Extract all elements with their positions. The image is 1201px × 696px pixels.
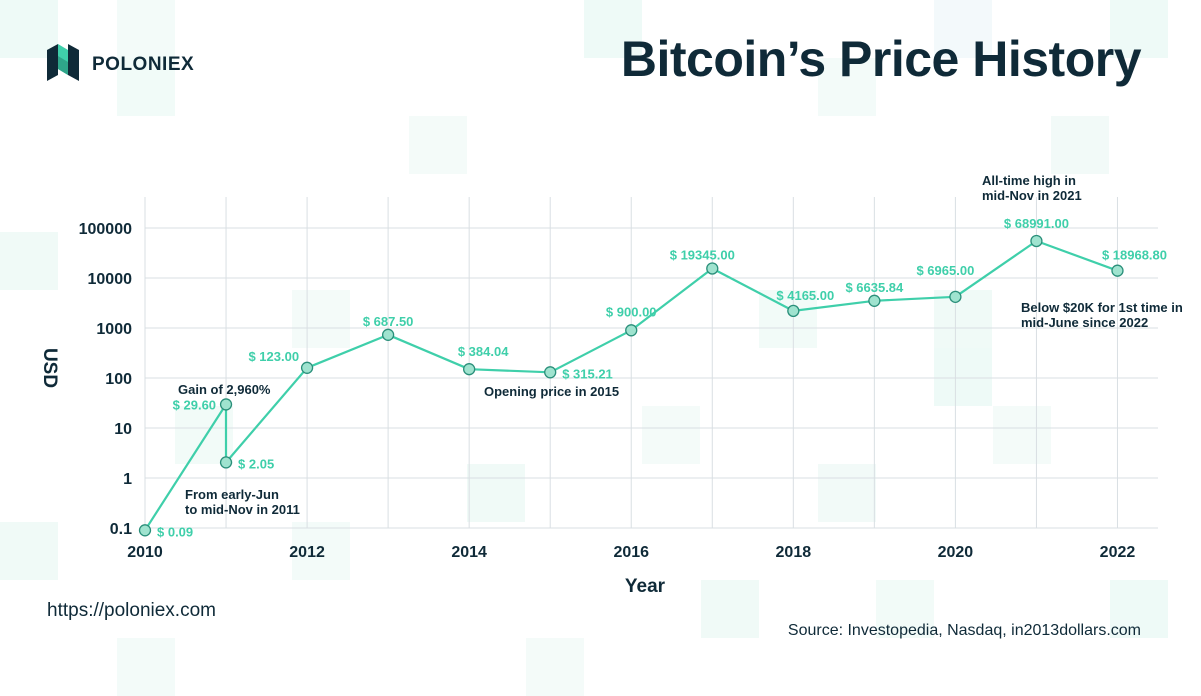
annotation: Opening price in 2015 (484, 384, 619, 399)
data-label: $ 900.00 (606, 304, 657, 319)
y-tick-label: 10000 (88, 271, 133, 288)
x-axis-title: Year (625, 576, 666, 597)
data-label: $ 315.21 (562, 366, 613, 381)
data-point (625, 324, 638, 337)
y-tick-label: 100000 (79, 221, 132, 238)
data-point (463, 363, 476, 376)
background-tile (934, 290, 993, 348)
data-point (219, 456, 233, 469)
background-tile (175, 406, 234, 464)
background-tiles (0, 0, 1168, 696)
data-point (1030, 234, 1043, 248)
annotation: All-time high in mid-Nov in 2021 (982, 173, 1082, 203)
y-tick-label: 0.1 (110, 521, 132, 538)
data-point (138, 524, 152, 537)
data-label: $ 6635.84 (845, 280, 904, 295)
annotation-line: mid-Nov in 2021 (982, 188, 1082, 203)
x-tick-label: 2016 (613, 544, 649, 561)
x-tick-label: 2018 (776, 544, 812, 561)
data-label: $ 4165.00 (776, 288, 834, 303)
background-tile (934, 0, 993, 58)
data-label: $ 6965.00 (916, 263, 974, 278)
data-label: $ 2.05 (238, 456, 274, 471)
background-tile (934, 348, 993, 406)
data-label: $ 29.60 (173, 397, 216, 412)
background-tile (292, 290, 350, 348)
background-tile (1109, 0, 1168, 58)
data-point (868, 294, 881, 307)
y-tick-label: 10 (114, 421, 132, 438)
annotation-line: to mid-Nov in 2011 (185, 502, 300, 517)
y-tick-label: 1000 (96, 321, 132, 338)
price-history-chart: 0.1 1 10 100 1000 10000 100000 2010 2012 2014 2016… (39, 173, 1183, 597)
x-tick-label: 2010 (127, 544, 163, 561)
background-tile (292, 522, 350, 580)
annotation-line: mid-June since 2022 (1021, 315, 1148, 330)
annotation: Below $20K for 1st time in mid-June since… (1021, 300, 1183, 330)
source-note: Source: Investopedia, Nasdaq, in2013doll… (787, 622, 1141, 639)
data-label: $ 0.09 (157, 524, 193, 539)
data-label: $ 18968.80 (1102, 248, 1167, 263)
data-point (381, 328, 395, 341)
y-tick-label: 1 (123, 471, 132, 488)
background-tile (0, 0, 58, 58)
background-tile (408, 116, 467, 174)
data-point (300, 361, 314, 374)
data-label: $ 384.04 (458, 344, 509, 359)
x-tick-label: 2014 (451, 544, 487, 561)
data-point (706, 262, 719, 275)
background-tile (1109, 580, 1168, 638)
annotation-line: Gain of 2,960% (178, 382, 271, 397)
data-point (949, 290, 962, 303)
brand: POLONIEX (47, 44, 194, 86)
data-point (1111, 264, 1124, 277)
data-label: $ 123.00 (248, 349, 299, 364)
series-line (144, 239, 1118, 531)
background-tile (1051, 116, 1110, 174)
x-tick-label: 2012 (289, 544, 325, 561)
website-url[interactable]: https://poloniex.com (47, 600, 216, 621)
background-tile (700, 580, 759, 638)
background-tile (0, 522, 58, 580)
y-tick-label: 100 (105, 371, 132, 388)
poloniex-logo-icon (47, 44, 79, 86)
annotation-line: From early-Jun (185, 487, 279, 502)
brand-name: POLONIEX (92, 54, 195, 75)
background-tile (584, 0, 642, 58)
annotation-line: Below $20K for 1st time in (1021, 300, 1183, 315)
data-label: $ 68991.00 (1004, 216, 1069, 231)
annotation-line: All-time high in (982, 173, 1076, 188)
background-tile (817, 464, 876, 522)
page-title: Bitcoin’s Price History (620, 31, 1142, 87)
background-tile (116, 0, 175, 58)
background-tile (642, 406, 701, 464)
background-tile (467, 464, 526, 522)
y-axis-title: USD (39, 348, 60, 388)
background-tile (992, 406, 1051, 464)
x-tick-label: 2020 (938, 544, 974, 561)
data-point (787, 304, 800, 318)
data-point (219, 398, 233, 411)
x-tick-label: 2022 (1100, 544, 1136, 561)
background-tile (876, 580, 934, 638)
data-label: $ 687.50 (363, 314, 414, 329)
annotation: From early-Jun to mid-Nov in 2011 (185, 487, 300, 517)
background-tile (759, 290, 818, 348)
background-tile (116, 58, 175, 116)
data-label: $ 19345.00 (670, 247, 735, 262)
data-point (544, 366, 557, 379)
background-tile (817, 58, 876, 116)
annotation: Gain of 2,960% (178, 382, 271, 397)
background-tile (0, 232, 58, 290)
annotation-line: Opening price in 2015 (484, 384, 619, 399)
